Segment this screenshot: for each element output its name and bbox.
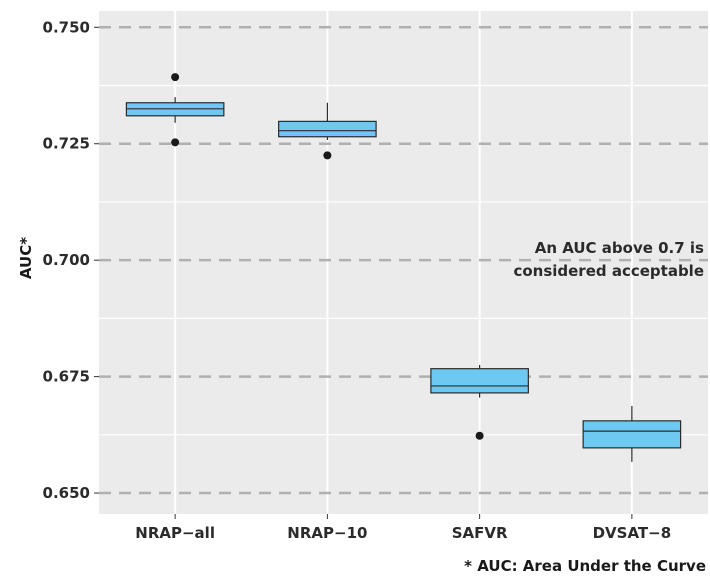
box-0 [125, 73, 225, 147]
y-axis-title: AUC* [17, 237, 35, 279]
annotation-line: An AUC above 0.7 is [535, 239, 704, 257]
outlier-point [171, 138, 180, 147]
outlier-point [475, 431, 484, 440]
box-2 [430, 364, 529, 440]
y-tick-labels: 0.650 0.675 0.700 0.725 0.750 [43, 18, 99, 502]
box-1 [278, 102, 377, 160]
box-iqr [278, 120, 377, 138]
footnote: * AUC: Area Under the Curve [464, 557, 706, 575]
x-tick-labels: NRAP−all NRAP−10 SAFVR DVSAT−8 [135, 514, 671, 542]
grid-layer [99, 11, 708, 514]
y-tick-label: 0.750 [43, 18, 90, 36]
box-iqr [430, 368, 529, 394]
y-tick-label: 0.675 [43, 368, 90, 386]
y-tick-label: 0.700 [43, 251, 90, 269]
x-tick-label: SAFVR [452, 524, 508, 542]
annotation-line: considered acceptable [513, 262, 704, 280]
x-tick-label: DVSAT−8 [593, 524, 672, 542]
annotation-text: An AUC above 0.7 is considered acceptable [513, 239, 704, 280]
x-tick-label: NRAP−all [135, 524, 215, 542]
x-tick-label: NRAP−10 [287, 524, 367, 542]
reference-lines [99, 26, 708, 495]
box-layer [125, 73, 682, 462]
box-iqr [582, 420, 682, 449]
outlier-point [171, 73, 180, 82]
y-tick-label: 0.650 [43, 484, 90, 502]
outlier-point [323, 151, 332, 160]
y-tick-label: 0.725 [43, 135, 90, 153]
box-3 [582, 405, 682, 462]
